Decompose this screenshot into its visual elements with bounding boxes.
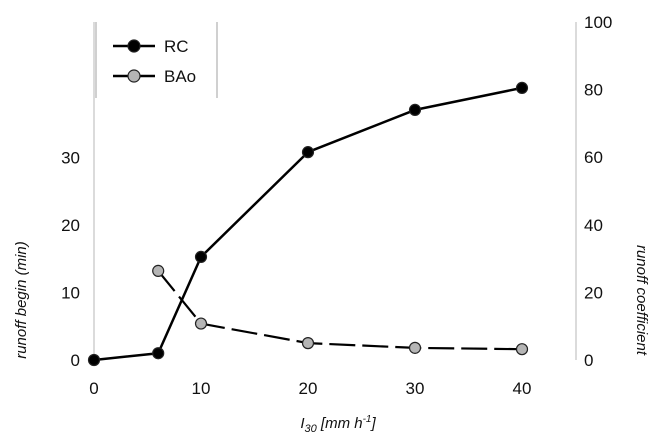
x-tick-label: 40: [513, 379, 532, 398]
y-right-tick-label: 60: [584, 148, 603, 167]
y-left-tick-label: 10: [61, 284, 80, 303]
legend-items: RC BAo: [113, 37, 196, 86]
x-tick-label: 20: [299, 379, 318, 398]
series-line-bao: [157, 270, 523, 351]
legend-label: RC: [164, 37, 189, 56]
x-axis-title-unit: [mm h: [317, 415, 363, 432]
data-point-bao: [515, 343, 529, 356]
data-point-rc: [408, 103, 422, 116]
y-left-tick-label: 20: [61, 216, 80, 235]
series-line-rc: [93, 86, 523, 362]
x-tick-label: 10: [192, 379, 211, 398]
data-point-bao: [152, 264, 165, 277]
legend-marker: [127, 69, 141, 83]
x-tick-labels: 0 10 20 30 40: [89, 379, 531, 398]
axes: [93, 22, 577, 360]
y-right-tick-label: 100: [584, 13, 612, 32]
y-left-axis-title: runoff begin (min): [13, 241, 30, 359]
data-point-rc: [152, 347, 165, 360]
data-point-rc: [515, 81, 529, 95]
legend-item-rc: RC: [113, 37, 189, 56]
legend-marker: [127, 39, 141, 53]
x-axis-title: I30 [mm h-1]: [300, 414, 376, 435]
x-tick-label: 30: [406, 379, 425, 398]
x-axis-title-exponent: -1: [363, 414, 372, 425]
y-right-tick-label: 20: [584, 283, 603, 302]
series-rc: [87, 81, 529, 367]
y-left-tick-label: 0: [71, 351, 80, 370]
y-right-axis-title: runoff coefficient: [633, 245, 650, 356]
x-axis-title-close: ]: [370, 415, 377, 432]
data-point-rc: [194, 250, 208, 264]
y-right-tick-label: 40: [584, 216, 603, 235]
data-point-bao: [301, 337, 315, 350]
y-right-tick-label: 0: [584, 351, 593, 370]
data-point-rc: [301, 146, 315, 159]
legend: RC BAo: [95, 22, 218, 98]
right-tick-labels: 0 20 40 60 80 100: [584, 13, 612, 370]
x-axis-title-subscript: 30: [305, 423, 318, 435]
data-point-bao: [408, 341, 422, 354]
legend-item-bao: BAo: [113, 67, 196, 86]
series-bao: [152, 264, 529, 356]
x-axis-title-symbol: I: [300, 415, 304, 432]
y-right-tick-label: 80: [584, 81, 603, 100]
x-tick-label: 0: [89, 379, 98, 398]
data-point-rc: [87, 353, 101, 367]
left-tick-labels: 0 10 20 30: [61, 149, 80, 371]
series-layer: [87, 81, 529, 367]
y-left-tick-label: 30: [61, 149, 80, 168]
legend-label: BAo: [164, 67, 196, 86]
data-point-bao: [194, 317, 208, 330]
